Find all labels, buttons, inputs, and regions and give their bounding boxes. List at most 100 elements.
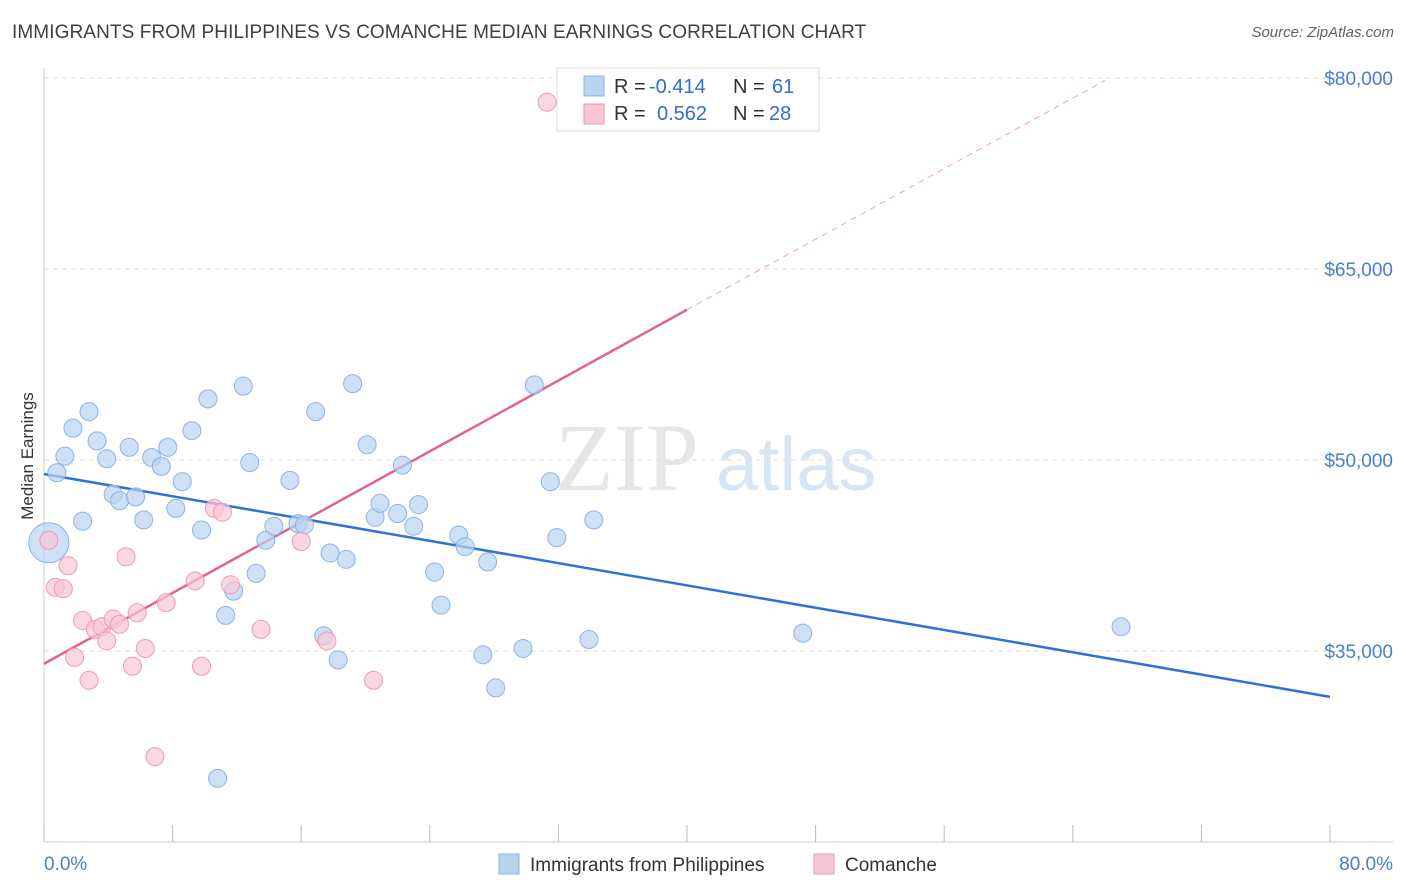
stats-n-value-1: 61	[772, 76, 794, 98]
point-comanche	[156, 593, 176, 613]
point-philippines	[151, 456, 171, 476]
point-philippines	[87, 431, 107, 451]
point-comanche	[145, 747, 165, 767]
point-philippines	[388, 503, 408, 523]
point-philippines	[240, 453, 260, 473]
series-legend: Immigrants from Philippines Comanche	[498, 853, 937, 876]
point-philippines	[166, 498, 186, 518]
point-philippines	[126, 487, 146, 507]
point-philippines	[336, 549, 356, 569]
y-tick-label: $35,000	[1324, 642, 1393, 663]
axes	[43, 68, 1393, 843]
point-philippines	[55, 446, 75, 466]
y-tick-label: $65,000	[1324, 260, 1393, 281]
point-comanche	[251, 619, 271, 639]
stats-swatch-blue	[583, 75, 605, 97]
point-comanche	[58, 556, 78, 576]
point-philippines	[97, 449, 117, 469]
point-philippines	[233, 376, 253, 396]
legend-swatch-comanche	[813, 853, 835, 875]
point-philippines	[306, 402, 326, 422]
point-comanche	[185, 571, 205, 591]
legend-label-comanche: Comanche	[845, 855, 937, 876]
point-philippines	[216, 605, 236, 625]
point-philippines	[404, 516, 424, 536]
point-philippines	[431, 595, 451, 615]
point-philippines	[280, 470, 300, 490]
point-philippines	[425, 562, 445, 582]
point-philippines	[158, 437, 178, 457]
watermark-zip: ZIP	[555, 404, 699, 511]
point-comanche	[537, 92, 557, 112]
trendlines	[43, 80, 1331, 699]
gridlines	[44, 77, 1393, 652]
stats-swatch-pink	[583, 103, 605, 125]
stats-r-value-1: -0.414	[649, 76, 706, 98]
trendline-comanche	[43, 308, 688, 665]
point-philippines	[182, 421, 202, 441]
point-philippines	[478, 552, 498, 572]
source-credit: Source: ZipAtlas.com	[1251, 24, 1394, 41]
point-comanche	[212, 502, 232, 522]
point-philippines	[486, 678, 506, 698]
point-philippines	[294, 515, 314, 535]
point-philippines	[110, 491, 130, 511]
point-philippines	[198, 389, 218, 409]
point-philippines	[343, 374, 363, 394]
point-philippines	[473, 645, 493, 665]
point-comanche	[79, 670, 99, 690]
point-comanche	[53, 579, 73, 599]
point-philippines	[579, 630, 599, 650]
point-philippines	[192, 520, 212, 540]
point-philippines	[119, 437, 139, 457]
point-philippines	[134, 510, 154, 530]
stats-n-value-2: 28	[769, 103, 791, 125]
watermark-atlas: atlas	[716, 422, 877, 507]
point-comanche	[97, 631, 117, 651]
point-philippines	[524, 375, 544, 395]
point-comanche	[122, 656, 142, 676]
point-comanche	[39, 530, 59, 550]
chart-title: IMMIGRANTS FROM PHILIPPINES VS COMANCHE …	[12, 22, 867, 43]
point-comanche	[65, 647, 85, 667]
point-philippines	[1111, 617, 1131, 637]
point-philippines	[370, 493, 390, 513]
point-philippines	[73, 511, 93, 531]
stats-legend: R = -0.414 N = 61 R = 0.562 N = 28	[556, 67, 820, 132]
point-philippines	[540, 472, 560, 492]
point-philippines	[172, 472, 192, 492]
point-philippines	[584, 510, 604, 530]
trendline-comanche-extension	[686, 80, 1106, 311]
point-comanche	[364, 670, 384, 690]
point-comanche	[110, 614, 130, 634]
trendline-philippines	[43, 472, 1331, 699]
y-axis-label: Median Earnings	[18, 392, 37, 520]
y-tick-label: $80,000	[1324, 69, 1393, 90]
point-philippines	[793, 623, 813, 643]
x-tick-label: 0.0%	[44, 854, 87, 875]
point-philippines	[264, 516, 284, 536]
y-tick-label: $50,000	[1324, 451, 1393, 472]
point-comanche	[317, 631, 337, 651]
point-philippines	[392, 455, 412, 475]
point-philippines	[208, 768, 228, 788]
point-philippines	[455, 537, 475, 557]
point-comanche	[291, 531, 311, 551]
stats-r-label-2: R =	[614, 103, 646, 125]
point-comanche	[220, 575, 240, 595]
tick-labels: $35,000 $50,000 $65,000 $80,000 0.0% 80.0%	[44, 69, 1393, 875]
point-philippines	[47, 463, 67, 483]
point-philippines	[79, 402, 99, 422]
point-comanche	[127, 603, 147, 623]
stats-r-label-1: R =	[614, 76, 646, 98]
point-comanche	[116, 547, 136, 567]
x-tick-label: 80.0%	[1339, 854, 1393, 875]
point-comanche	[192, 656, 212, 676]
stats-n-label-1: N =	[733, 76, 765, 98]
legend-swatch-philippines	[498, 853, 520, 875]
point-philippines	[409, 495, 429, 515]
stats-n-label-2: N =	[733, 103, 765, 125]
point-philippines	[547, 528, 567, 548]
point-philippines	[513, 638, 533, 658]
